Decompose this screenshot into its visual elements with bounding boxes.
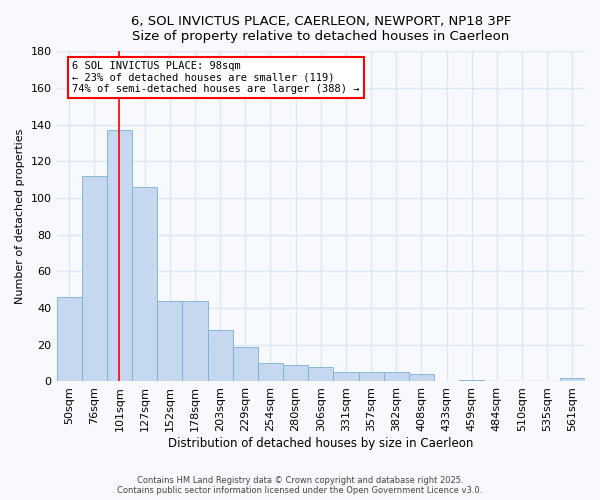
Bar [283,365,308,382]
Bar [132,187,157,382]
Bar [107,130,132,382]
Bar [560,378,585,382]
Bar [409,374,434,382]
Bar [334,372,359,382]
Text: 6 SOL INVICTUS PLACE: 98sqm
← 23% of detached houses are smaller (119)
74% of se: 6 SOL INVICTUS PLACE: 98sqm ← 23% of det… [73,61,360,94]
Bar [383,372,409,382]
Bar [258,363,283,382]
Bar [359,372,383,382]
Text: Contains HM Land Registry data © Crown copyright and database right 2025.
Contai: Contains HM Land Registry data © Crown c… [118,476,482,495]
Bar [82,176,107,382]
X-axis label: Distribution of detached houses by size in Caerleon: Distribution of detached houses by size … [168,437,473,450]
Bar [308,367,334,382]
Bar [233,346,258,382]
Bar [157,300,182,382]
Bar [182,300,208,382]
Title: 6, SOL INVICTUS PLACE, CAERLEON, NEWPORT, NP18 3PF
Size of property relative to : 6, SOL INVICTUS PLACE, CAERLEON, NEWPORT… [131,15,511,43]
Y-axis label: Number of detached properties: Number of detached properties [15,128,25,304]
Bar [459,380,484,382]
Bar [56,297,82,382]
Bar [208,330,233,382]
